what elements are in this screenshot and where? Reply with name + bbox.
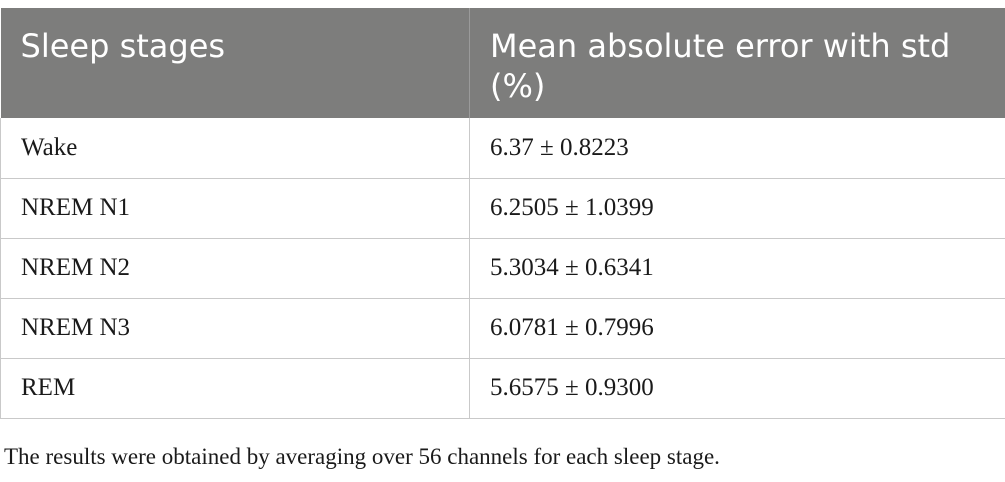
cell-stage: NREM N1 (0, 178, 470, 238)
cell-error: 6.2505 ± 1.0399 (469, 178, 1005, 238)
cell-stage: NREM N2 (0, 238, 470, 298)
table-row: NREM N1 6.2505 ± 1.0399 (0, 178, 1005, 238)
cell-error: 5.6575 ± 0.9300 (469, 358, 1005, 418)
cell-stage: REM (0, 358, 470, 418)
header-mean-absolute-error: Mean absolute error with std (%) (490, 27, 951, 105)
cell-stage: NREM N3 (0, 298, 470, 358)
table-row: REM 5.6575 ± 0.9300 (0, 358, 1005, 418)
table-footnote: The results were obtained by averaging o… (4, 444, 720, 469)
cell-error: 6.37 ± 0.8223 (469, 118, 1005, 178)
table-row: NREM N2 5.3034 ± 0.6341 (0, 238, 1005, 298)
table-header-row: Sleep stages Mean absolute error with st… (0, 8, 1005, 118)
cell-error: 6.0781 ± 0.7996 (469, 298, 1005, 358)
results-table-container: Sleep stages Mean absolute error with st… (0, 8, 1005, 419)
table-row: Wake 6.37 ± 0.8223 (0, 118, 1005, 178)
cell-error: 5.3034 ± 0.6341 (469, 238, 1005, 298)
results-table: Sleep stages Mean absolute error with st… (0, 8, 1005, 419)
cell-stage: Wake (0, 118, 470, 178)
table-row: NREM N3 6.0781 ± 0.7996 (0, 298, 1005, 358)
header-sleep-stages: Sleep stages (0, 8, 470, 118)
